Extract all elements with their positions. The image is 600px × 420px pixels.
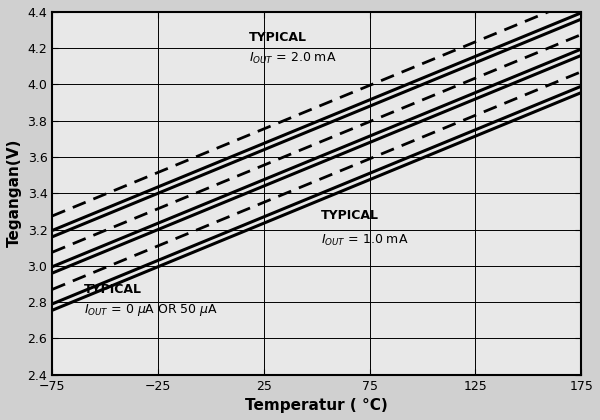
- Text: $I_{OUT}$ = 0 $\mu$A OR 50 $\mu$A: $I_{OUT}$ = 0 $\mu$A OR 50 $\mu$A: [84, 302, 218, 318]
- Text: TYPICAL: TYPICAL: [321, 209, 379, 222]
- Y-axis label: Tegangan(V): Tegangan(V): [7, 139, 22, 247]
- Text: TYPICAL: TYPICAL: [84, 283, 142, 296]
- Text: $I_{OUT}$ = 1.0 mA: $I_{OUT}$ = 1.0 mA: [321, 233, 409, 248]
- X-axis label: Temperatur ( °C): Temperatur ( °C): [245, 398, 388, 413]
- Text: TYPICAL: TYPICAL: [249, 31, 307, 44]
- Text: $I_{OUT}$ = 2.0 mA: $I_{OUT}$ = 2.0 mA: [249, 51, 337, 66]
